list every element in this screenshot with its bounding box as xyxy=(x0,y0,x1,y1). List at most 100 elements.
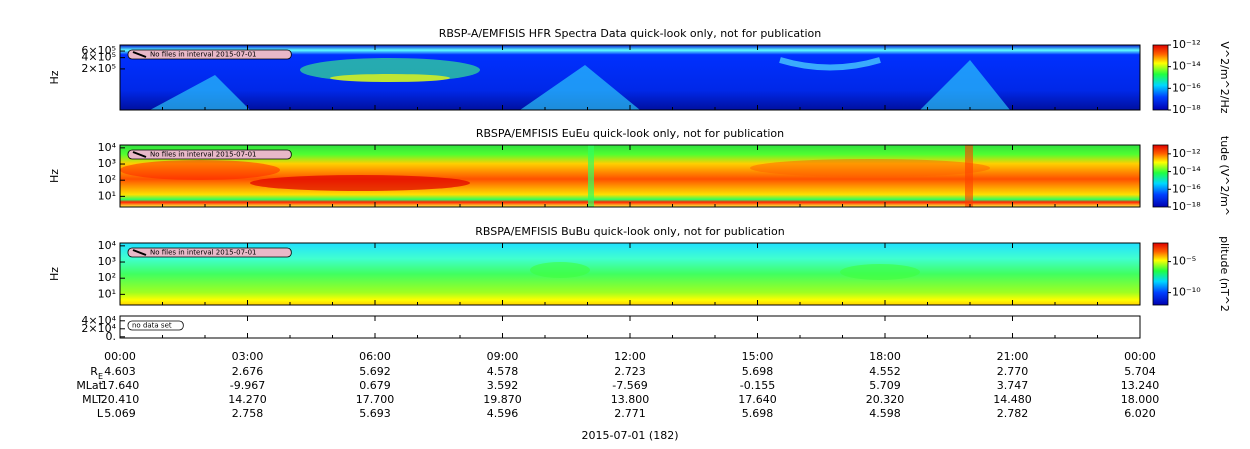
ephemeris-value: 2.770 xyxy=(997,365,1029,378)
ephemeris-value: 2.758 xyxy=(232,407,264,420)
ephemeris-value: 20.320 xyxy=(866,393,905,406)
notice-icon xyxy=(132,151,147,158)
ephemeris-value: 20.410 xyxy=(101,393,140,406)
ephemeris-value: 2.782 xyxy=(997,407,1029,420)
ephemeris-value: 4.578 xyxy=(487,365,519,378)
ephemeris-value: 5.693 xyxy=(359,407,391,420)
ephemeris-label: RE xyxy=(90,365,103,381)
ephemeris-label-text: MLT xyxy=(82,393,103,406)
ephemeris-value: 17.640 xyxy=(101,379,140,392)
ephemeris-value: 5.069 xyxy=(104,407,136,420)
notice-text: no data set xyxy=(132,322,172,330)
panel-title: RBSP-A/EMFISIS HFR Spectra Data quick-lo… xyxy=(439,27,822,40)
ephemeris-value: 19.870 xyxy=(483,393,522,406)
y-tick-label: 10² xyxy=(98,271,116,284)
colorbar xyxy=(1152,44,1169,111)
x-tick-label: 03:00 xyxy=(232,350,264,363)
notice-icon xyxy=(132,51,147,58)
y-axis-label: Hz xyxy=(48,267,61,281)
colorbar xyxy=(1152,144,1169,208)
ephemeris-label-text: L xyxy=(97,407,104,420)
x-tick-label: 18:00 xyxy=(869,350,901,363)
colorbar-tick-label: 10⁻¹⁴ xyxy=(1172,60,1201,73)
panel-title: RBSPA/EMFISIS EuEu quick-look only, not … xyxy=(476,127,784,140)
x-tick-label: 09:00 xyxy=(487,350,519,363)
y-tick-label: 6×10⁵ xyxy=(81,44,116,57)
y-tick-label: 4×10⁵ xyxy=(81,51,116,64)
y-axis-label: Hz xyxy=(48,70,61,84)
x-tick-label: 12:00 xyxy=(614,350,646,363)
spectrogram-image xyxy=(120,45,1140,305)
ephemeris-label: L xyxy=(97,407,104,420)
ephemeris-value: 14.270 xyxy=(228,393,267,406)
ephemeris-label-text: MLat xyxy=(76,379,103,392)
notice: No files in interval 2015-07-01 xyxy=(127,149,292,160)
ephemeris-value: 4.598 xyxy=(869,407,901,420)
y-axis-label: Hz xyxy=(48,169,61,183)
colorbar-tick-label: 10⁻¹² xyxy=(1172,38,1201,51)
y-tick-label: 10³ xyxy=(98,255,116,268)
x-tick-label: 21:00 xyxy=(997,350,1029,363)
colorbar xyxy=(1152,242,1169,306)
notice: No files in interval 2015-07-01 xyxy=(127,49,292,60)
colorbar-label: plitude (nT^2 xyxy=(1218,236,1231,312)
ephemeris-value: 2.676 xyxy=(232,365,264,378)
notice-text: No files in interval 2015-07-01 xyxy=(150,51,256,59)
y-tick-label: 10¹ xyxy=(98,189,116,202)
ephemeris-value: 5.698 xyxy=(742,407,774,420)
colorbar-tick-label: 10⁻¹² xyxy=(1172,147,1201,160)
y-tick-label: 10⁴ xyxy=(98,141,117,154)
colorbar-tick-label: 10⁻¹⁰ xyxy=(1172,286,1201,299)
colorbar-label: tude (V^2/m^ xyxy=(1218,136,1231,216)
ephemeris-value: 5.692 xyxy=(359,365,391,378)
y-tick-label: 4×10⁴ xyxy=(81,314,116,327)
notice: No files in interval 2015-07-01 xyxy=(127,247,292,258)
notice-box xyxy=(127,247,292,258)
ephemeris-value: 5.698 xyxy=(742,365,774,378)
ephemeris-value: 3.592 xyxy=(487,379,519,392)
colorbar-tick-label: 10⁻¹⁴ xyxy=(1172,165,1201,178)
ephemeris-value: -7.569 xyxy=(612,379,647,392)
y-tick-label: 10¹ xyxy=(98,287,116,300)
panel-title: RBSPA/EMFISIS BuBu quick-look only, not … xyxy=(475,225,785,238)
ephemeris-value: 5.709 xyxy=(869,379,901,392)
notice-text: No files in interval 2015-07-01 xyxy=(150,249,256,257)
ephemeris-value: 17.640 xyxy=(738,393,777,406)
ephemeris-value: 13.800 xyxy=(611,393,650,406)
ephemeris-value: 4.603 xyxy=(104,365,136,378)
ephemeris-value: 6.020 xyxy=(1124,407,1156,420)
x-tick-label: 15:00 xyxy=(742,350,774,363)
ephemeris-value: 5.704 xyxy=(1124,365,1156,378)
colorbar-label: V^2/m^2/Hz xyxy=(1218,41,1231,113)
ephemeris-value: 17.700 xyxy=(356,393,395,406)
ephemeris-value: -9.967 xyxy=(230,379,265,392)
y-tick-label: 2×10⁵ xyxy=(81,62,116,75)
notice-box xyxy=(127,49,292,60)
y-tick-label: 2×10⁴ xyxy=(81,322,116,335)
notice: no data set xyxy=(127,320,184,331)
ephemeris-value: 4.552 xyxy=(869,365,901,378)
y-tick-label: 10² xyxy=(98,173,116,186)
x-tick-label: 06:00 xyxy=(359,350,391,363)
colorbar-tick-label: 10⁻⁵ xyxy=(1172,255,1196,268)
ephemeris-label: MLat xyxy=(76,379,103,392)
colorbar-tick-label: 10⁻¹⁸ xyxy=(1172,200,1201,213)
ephemeris-value: -0.155 xyxy=(740,379,775,392)
y-tick-label: 0. xyxy=(106,330,117,343)
ephemeris-label-text: R xyxy=(90,365,98,378)
colorbar-tick-label: 10⁻¹⁶ xyxy=(1172,182,1201,195)
x-tick-label: 00:00 xyxy=(1124,350,1156,363)
ephemeris-value: 13.240 xyxy=(1121,379,1160,392)
notice-text: No files in interval 2015-07-01 xyxy=(150,151,256,159)
ephemeris-value: 2.771 xyxy=(614,407,646,420)
notice-box xyxy=(127,149,292,160)
ephemeris-value: 14.480 xyxy=(993,393,1032,406)
x-tick-label: 00:00 xyxy=(104,350,136,363)
colorbar-tick-label: 10⁻¹⁸ xyxy=(1172,103,1201,116)
ephemeris-label-subscript: E xyxy=(98,372,103,381)
date-label: 2015-07-01 (182) xyxy=(581,429,678,442)
ephemeris-label: MLT xyxy=(82,393,103,406)
ephemeris-value: 3.747 xyxy=(997,379,1029,392)
notice-box xyxy=(127,320,184,331)
